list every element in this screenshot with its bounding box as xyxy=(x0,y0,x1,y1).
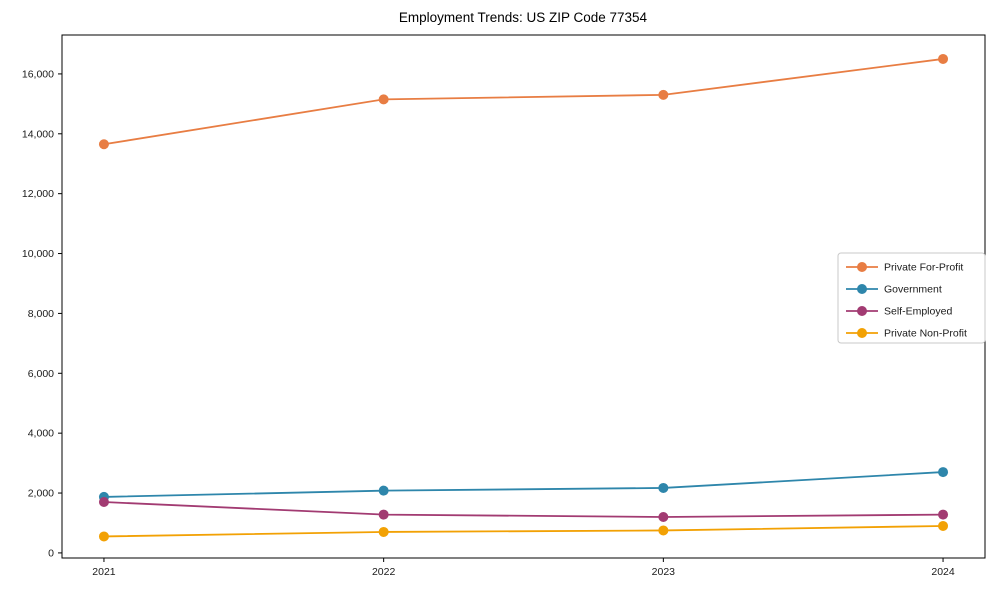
legend-marker-private-non-profit xyxy=(857,328,867,338)
x-tick-label: 2023 xyxy=(652,566,676,578)
data-point-self-employed-2022 xyxy=(378,509,389,520)
data-point-private-non-profit-2023 xyxy=(658,525,669,536)
data-point-self-employed-2024 xyxy=(938,509,949,520)
series-line-self-employed xyxy=(103,501,944,518)
legend-entry-label-self-employed: Self-Employed xyxy=(884,306,952,318)
data-point-private-for-profit-2024 xyxy=(938,53,949,64)
y-tick-label: 4,000 xyxy=(28,428,54,440)
legend-entry-label-government: Government xyxy=(884,284,942,296)
data-point-government-2024 xyxy=(938,467,949,478)
x-tick-label: 2024 xyxy=(931,566,955,578)
y-tick-label: 10,000 xyxy=(22,248,54,260)
data-point-private-for-profit-2023 xyxy=(658,89,669,100)
data-point-private-non-profit-2022 xyxy=(378,526,389,537)
y-tick-label: 2,000 xyxy=(28,488,54,500)
series-line-government xyxy=(103,471,944,498)
legend-marker-private-for-profit xyxy=(857,262,867,272)
data-point-self-employed-2021 xyxy=(98,497,109,508)
y-tick-label: 16,000 xyxy=(22,68,54,80)
data-point-government-2022 xyxy=(378,485,389,496)
series-line-private-non-profit xyxy=(103,525,944,538)
data-point-private-for-profit-2021 xyxy=(98,139,109,150)
y-tick-label: 14,000 xyxy=(22,128,54,140)
x-tick-label: 2021 xyxy=(92,566,116,578)
chart-title: Employment Trends: US ZIP Code 77354 xyxy=(399,10,648,25)
legend-entry-label-private-for-profit: Private For-Profit xyxy=(884,262,963,274)
x-tick-label: 2022 xyxy=(372,566,396,578)
y-tick-label: 6,000 xyxy=(28,368,54,380)
legend-marker-self-employed xyxy=(857,306,867,316)
data-point-government-2023 xyxy=(658,482,669,493)
legend-entry-label-private-non-profit: Private Non-Profit xyxy=(884,328,967,340)
y-tick-label: 12,000 xyxy=(22,188,54,200)
legend-marker-government xyxy=(857,284,867,294)
data-point-private-for-profit-2022 xyxy=(378,94,389,105)
data-point-private-non-profit-2021 xyxy=(98,531,109,542)
data-point-self-employed-2023 xyxy=(658,511,669,522)
y-tick-label: 0 xyxy=(48,547,54,559)
legend-box xyxy=(837,252,986,344)
series-line-private-for-profit xyxy=(103,58,944,146)
y-tick-label: 8,000 xyxy=(28,308,54,320)
data-point-private-non-profit-2024 xyxy=(938,520,949,531)
